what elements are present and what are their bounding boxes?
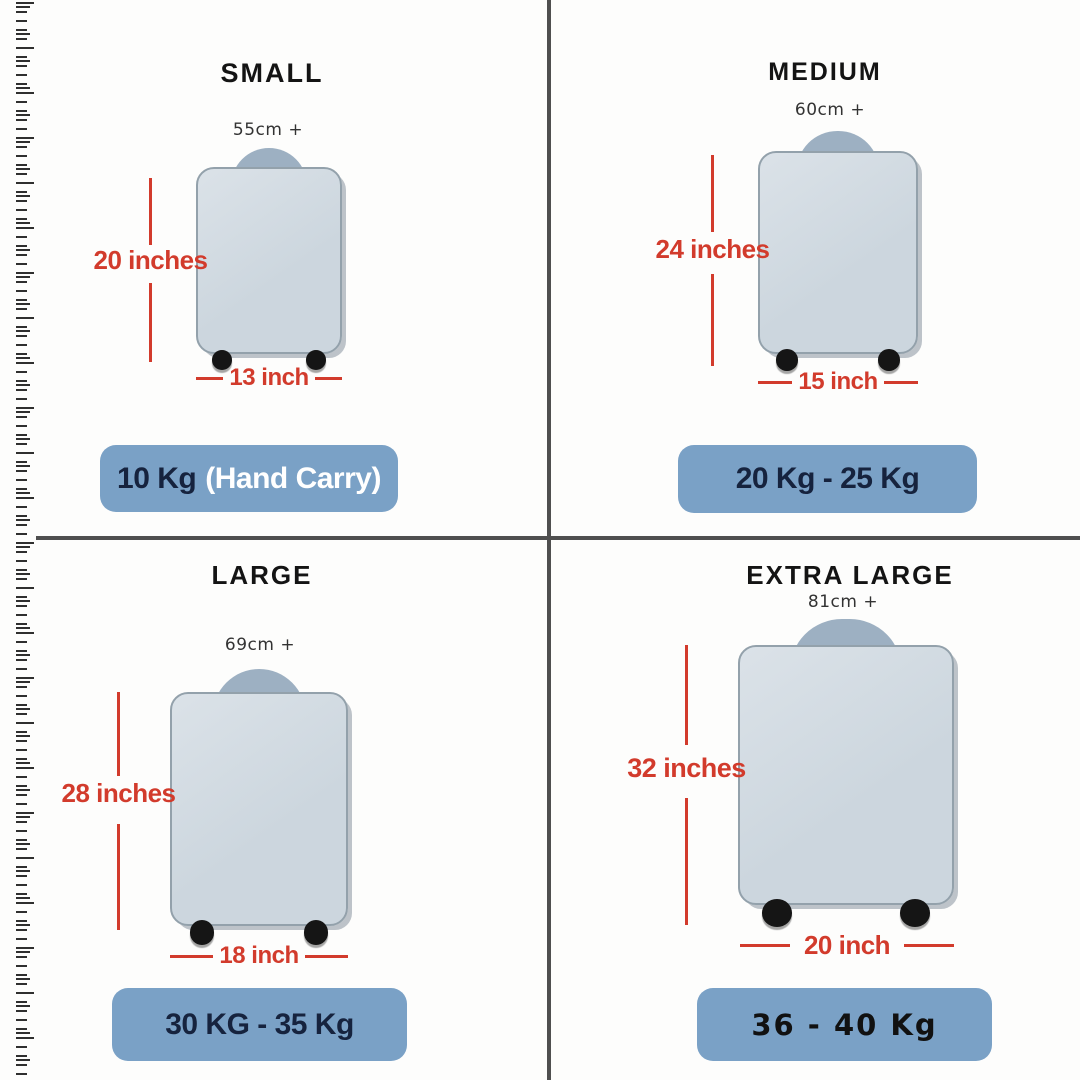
- quadrant-xlarge-width-label: 20 inch: [803, 930, 891, 960]
- quadrant-xlarge-height-label: 32 inches: [627, 753, 746, 783]
- suitcase-wheel-left: [212, 350, 233, 370]
- weight-badge-medium: 20 Kg - 25 Kg: [678, 445, 977, 513]
- measure-dash: [758, 380, 793, 384]
- suitcase-body: [196, 166, 342, 355]
- quadrant-large-width-label: 18 inch: [219, 942, 299, 969]
- suitcase-wheel-left: [189, 920, 215, 945]
- ruler-ticks-long: [16, 2, 34, 1078]
- suitcase-medium: [758, 131, 918, 371]
- suitcase-small: [196, 148, 342, 370]
- suitcase-body: [170, 692, 348, 926]
- vertical-divider: [547, 0, 551, 1080]
- measure-dash: [170, 954, 214, 958]
- suitcase-wheel-right: [305, 350, 326, 370]
- quadrant-xlarge-cm-label: 81cm +: [807, 592, 879, 612]
- quadrant-large-height-label: 28 inches: [61, 778, 176, 808]
- badge-weight-text: 20 Kg - 25 Kg: [735, 462, 920, 495]
- height-measure-line: [685, 645, 688, 745]
- height-measure-line: [149, 283, 152, 362]
- suitcase-body: [738, 645, 954, 906]
- width-measure: 15 inch: [758, 368, 919, 396]
- quadrant-medium-width-label: 15 inch: [798, 368, 878, 395]
- weight-badge-xlarge: 36 - 40 Kg: [697, 988, 992, 1061]
- quadrant-small-height-label: 20 inches: [93, 245, 208, 275]
- height-measure-line: [711, 274, 714, 366]
- ruler-graphic: [16, 2, 36, 1078]
- quadrant-medium-title: MEDIUM: [768, 58, 882, 86]
- quadrant-large-title: LARGE: [211, 560, 313, 590]
- suitcase-body: [758, 151, 918, 355]
- horizontal-divider: [36, 536, 1080, 540]
- height-measure-line: [711, 155, 714, 232]
- width-measure: 13 inch: [196, 364, 343, 392]
- measure-dash: [883, 380, 919, 384]
- suitcase-wheel-right: [303, 920, 329, 945]
- suitcase-wheel-left: [761, 899, 792, 927]
- quadrant-small-cm-label: 55cm +: [232, 120, 304, 140]
- quadrant-xlarge-title: EXTRA LARGE: [746, 560, 954, 590]
- height-measure-line: [117, 824, 120, 930]
- badge-weight-text: 10 Kg: [117, 461, 197, 495]
- width-measure: 18 inch: [170, 942, 349, 970]
- measure-dash: [314, 376, 343, 380]
- badge-note-text: (Hand Carry): [205, 461, 381, 495]
- measure-dash: [740, 944, 790, 947]
- suitcase-wheel-left: [775, 349, 798, 371]
- badge-weight-text: 30 KG - 35 Kg: [165, 1007, 354, 1041]
- measure-dash: [304, 954, 349, 958]
- quadrant-large-cm-label: 69cm +: [224, 635, 296, 655]
- quadrant-small-width-label: 13 inch: [229, 364, 309, 391]
- weight-badge-small: 10 Kg (Hand Carry): [100, 445, 398, 512]
- width-measure: 20 inch: [740, 930, 954, 961]
- suitcase-wheel-right: [878, 349, 901, 371]
- height-measure-line: [685, 798, 688, 925]
- quadrant-medium-height-label: 24 inches: [655, 234, 770, 264]
- badge-weight-text: 36 - 40 Kg: [751, 1007, 938, 1042]
- weight-badge-large: 30 KG - 35 Kg: [112, 988, 407, 1061]
- height-measure-line: [117, 692, 120, 776]
- suitcase-large: [170, 669, 348, 945]
- height-measure-line: [149, 178, 152, 245]
- quadrant-medium-cm-label: 60cm +: [794, 100, 866, 120]
- suitcase-wheel-right: [900, 899, 931, 927]
- suitcase-xlarge: [738, 619, 954, 927]
- measure-dash: [196, 376, 224, 380]
- quadrant-small-title: SMALL: [220, 58, 324, 88]
- measure-dash: [904, 944, 954, 947]
